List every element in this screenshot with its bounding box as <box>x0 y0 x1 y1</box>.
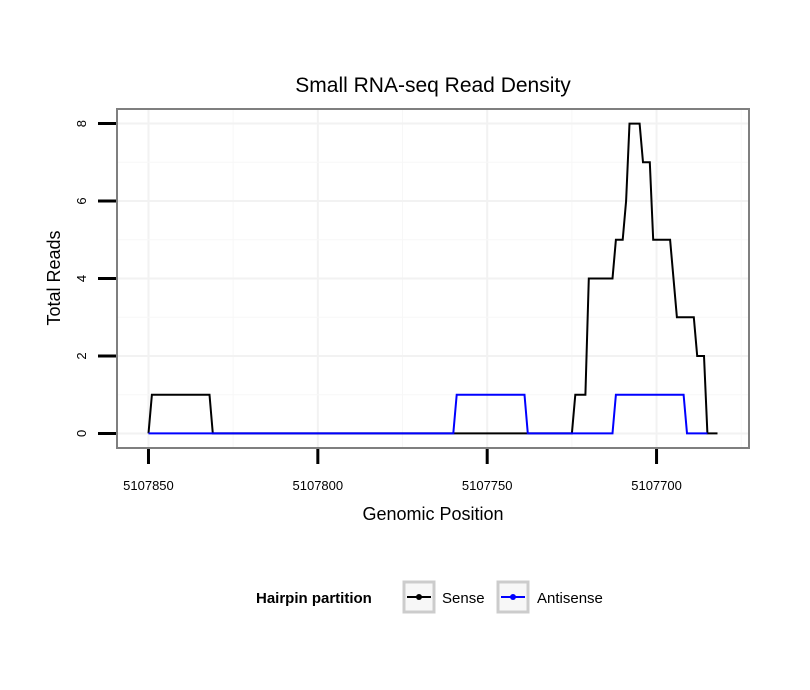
x-axis: 5107850 5107800 5107750 5107700 <box>123 449 682 493</box>
x-tick-label: 5107750 <box>462 478 513 493</box>
series-layer <box>147 122 718 435</box>
y-tick-label: 0 <box>74 430 89 437</box>
y-tick-label: 8 <box>74 120 89 127</box>
legend-item-sense: Sense <box>402 580 485 614</box>
legend-title: Hairpin partition <box>256 590 372 607</box>
y-tick-label: 4 <box>74 275 89 282</box>
grid <box>118 110 748 447</box>
legend-point-antisense <box>510 594 516 600</box>
legend: Hairpin partition Sense Antisense <box>256 580 603 614</box>
x-axis-title: Genomic Position <box>362 504 503 524</box>
y-tick-label: 6 <box>74 197 89 204</box>
y-tick-label: 2 <box>74 352 89 359</box>
legend-point-sense <box>416 594 422 600</box>
x-tick-label: 5107700 <box>631 478 682 493</box>
x-tick-label: 5107850 <box>123 478 174 493</box>
series-line-antisense <box>148 393 708 435</box>
y-axis: 0 2 4 6 8 <box>74 120 116 437</box>
y-axis-title: Total Reads <box>44 230 64 325</box>
chart-title: Small RNA-seq Read Density <box>295 74 571 97</box>
series-line-sense <box>147 122 718 435</box>
x-tick-label: 5107800 <box>293 478 344 493</box>
legend-item-antisense: Antisense <box>496 580 603 614</box>
legend-label-sense: Sense <box>442 590 485 607</box>
legend-label-antisense: Antisense <box>537 590 603 607</box>
plot-panel-border <box>116 108 750 449</box>
